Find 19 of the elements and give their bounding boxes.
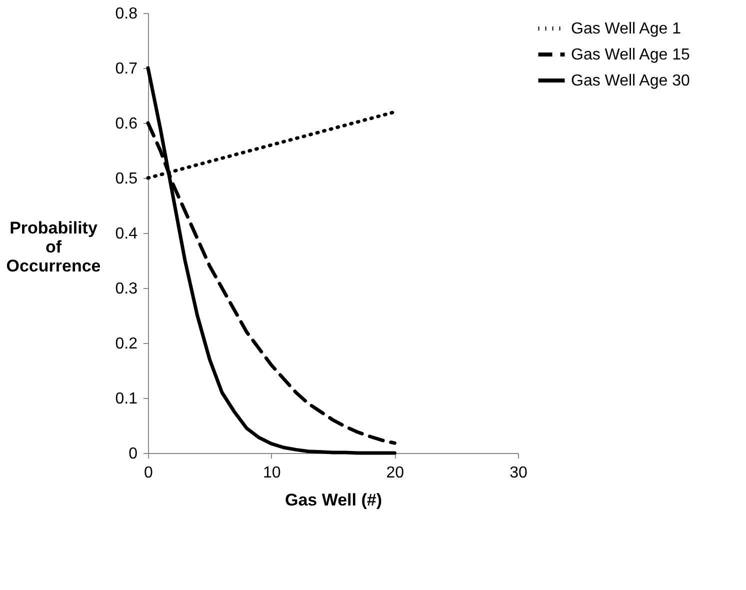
x-tick-label: 20 — [386, 464, 404, 482]
y-tick-label: 0.1 — [115, 390, 138, 408]
y-tick-label: 0.2 — [115, 336, 138, 352]
y-tick-label: 0 — [128, 446, 138, 462]
legend-label: Gas Well Age 15 — [571, 46, 690, 64]
y-tick-label: 0.3 — [115, 280, 138, 298]
x-tick-label: 0 — [144, 464, 154, 482]
y-tick-label: 0.5 — [115, 170, 138, 188]
y-tick-label: 0.7 — [115, 60, 138, 78]
x-axis-title: Gas Well (#) — [285, 490, 382, 510]
line-series — [146, 66, 396, 455]
x-tick-label: 10 — [262, 464, 281, 482]
x-tick-label: 30 — [510, 464, 528, 482]
legend-label: Gas Well Age 1 — [571, 20, 682, 38]
y-axis-title: Probability of Occurrence — [6, 218, 101, 276]
y-tick-label: 0.8 — [115, 6, 138, 22]
y-tick-label: 0.6 — [115, 116, 138, 132]
legend-label: Gas Well Age 30 — [571, 72, 690, 90]
y-tick-label: 0.4 — [115, 226, 138, 242]
